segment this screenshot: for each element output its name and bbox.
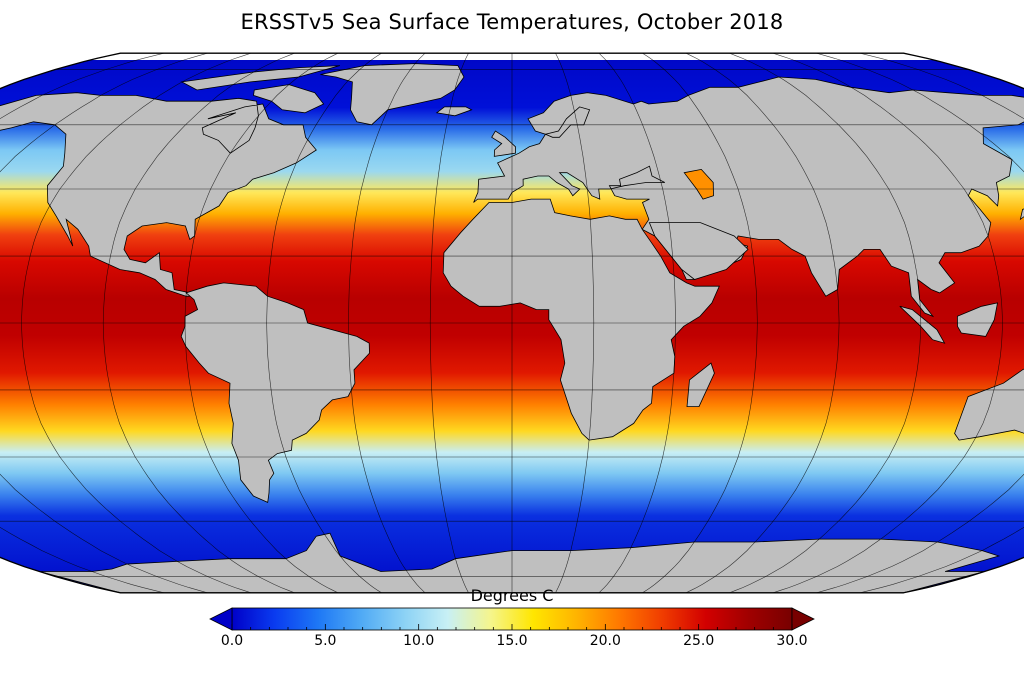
colorbar-tick-label: 10.0 [403,633,435,649]
colorbar-tick-label: 5.0 [314,633,337,649]
colorbar [209,607,815,631]
colorbar-tick-label: 20.0 [589,633,621,649]
land-iceland [435,106,473,117]
land-australia [954,358,1024,455]
land-arctic-islands [180,65,340,91]
colorbar-label: Degrees C [470,586,554,605]
colorbar-tick-label: 0.0 [220,633,244,649]
colorbar-extend-low-arrow [209,607,233,631]
graticule [0,53,1024,593]
land-uk [491,130,516,157]
chart-title: ERSSTv5 Sea Surface Temperatures, Octobe… [240,10,784,34]
colorbar-ticks [231,624,793,630]
land-greenland [320,63,465,126]
land-arabia-fill [648,222,749,280]
land-madagascar [686,362,715,407]
land-borneo [956,302,999,337]
land-masses [0,63,1024,593]
globe-outline [0,52,1024,594]
colorbar-tick-label: 25.0 [683,633,715,649]
land-baffin-island [253,84,325,114]
colorbar-tick-label: 30.0 [776,633,808,649]
globe [0,53,1024,593]
colorbar-tick-label: 15.0 [496,633,528,649]
colorbar-extend-high-arrow [791,607,815,631]
land-japan [1019,172,1024,221]
